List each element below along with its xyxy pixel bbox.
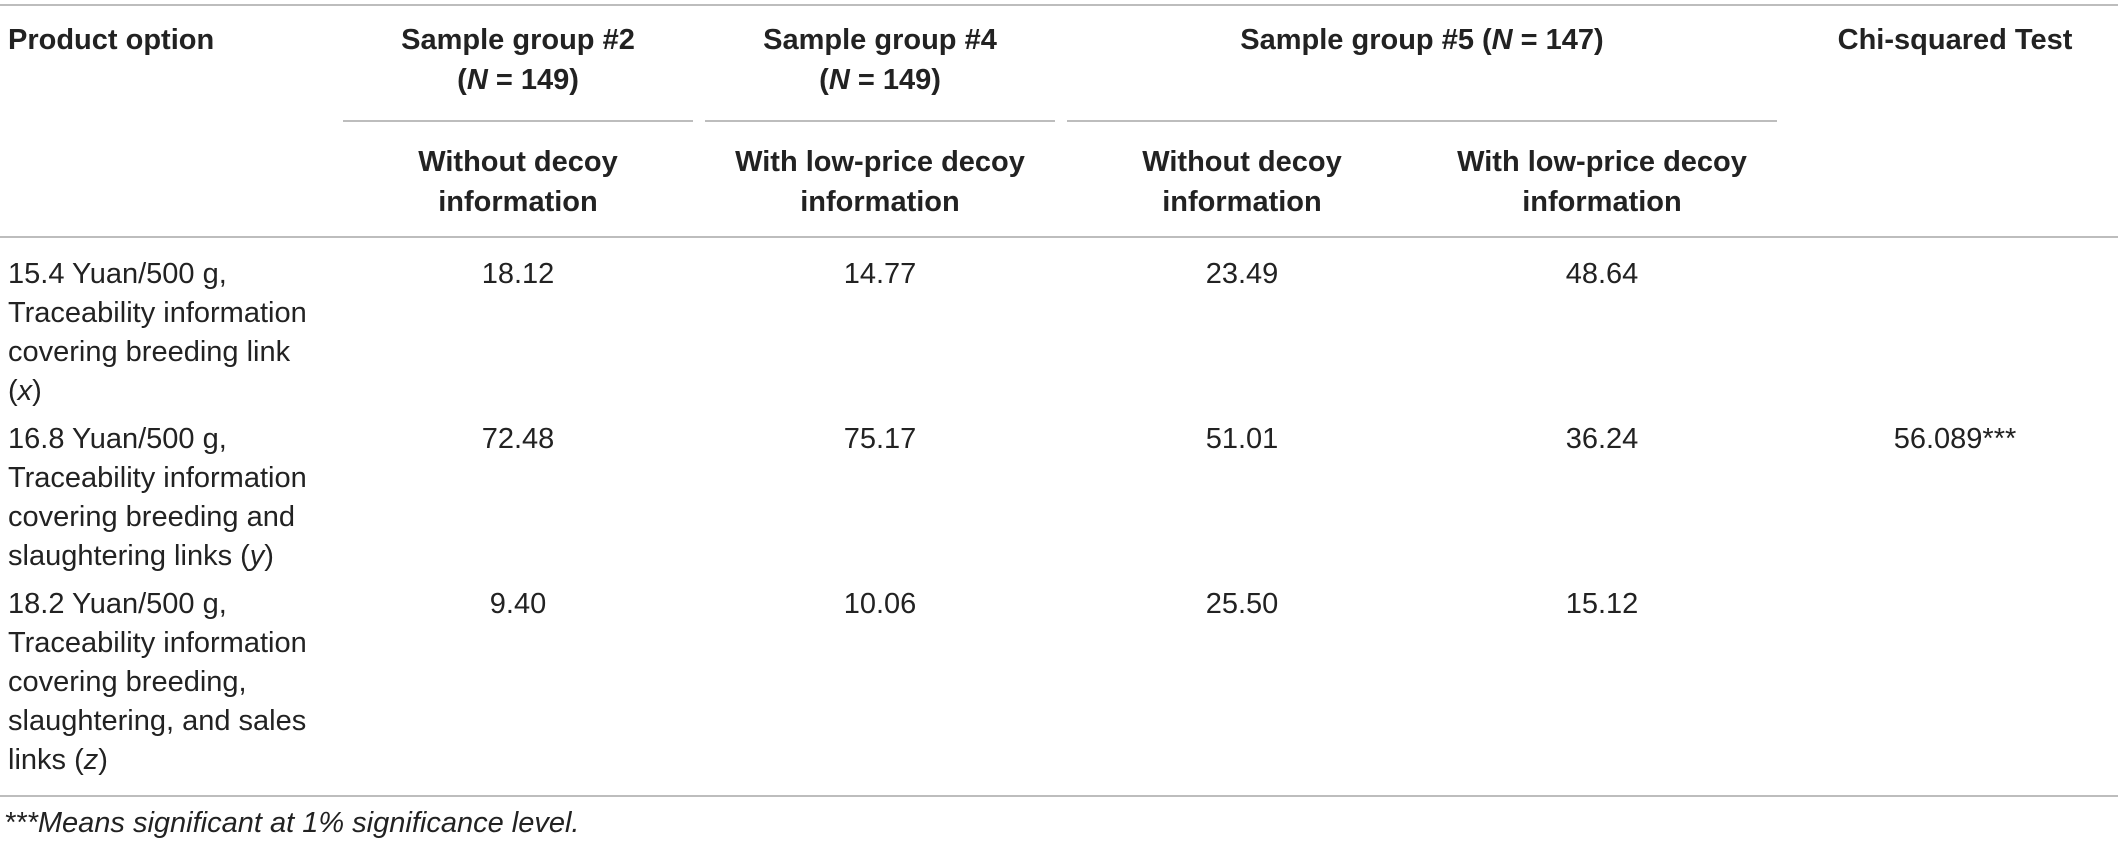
row-1-value-g4: 14.77	[843, 258, 917, 290]
row-1-value-g2: 18.12	[481, 258, 555, 290]
row-1-value-g5a: 23.49	[1205, 258, 1279, 290]
subheader-g5b: With low-price decoy information	[1457, 146, 1747, 218]
header-sample-group-4-n: (N = 149)	[819, 64, 941, 96]
group2-subrule	[343, 120, 693, 122]
header-sample-group-5: Sample group #5 (N = 147)	[1067, 20, 1777, 60]
table-footnote: ***Means significant at 1% significance …	[4, 807, 580, 839]
group4-subrule	[705, 120, 1055, 122]
header-sample-group-2-title: Sample group #2	[401, 24, 635, 56]
subheader-g2: Without decoy information	[418, 146, 618, 218]
header-sample-group-2-n: (N = 149)	[457, 64, 579, 96]
header-product-option: Product option	[8, 24, 215, 56]
row-2-chi-value: 56.089***	[1893, 423, 2017, 455]
table-top-rule	[0, 4, 2118, 6]
header-sample-group-2: Sample group #2 (N = 149)	[343, 20, 693, 100]
table-bottom-rule	[0, 795, 2118, 797]
header-sample-group-5-title: Sample group #5 (N = 147)	[1240, 24, 1604, 56]
header-sample-group-4-title: Sample group #4	[763, 24, 997, 56]
row-1-product: 15.4 Yuan/500 g, Traceability informatio…	[8, 258, 307, 407]
row-2-value-g5b: 36.24	[1565, 423, 1639, 455]
row-3-value-g5b: 15.12	[1565, 588, 1639, 620]
group5-subrule	[1067, 120, 1777, 122]
row-2-product: 16.8 Yuan/500 g, Traceability informatio…	[8, 423, 307, 572]
row-3-value-g2: 9.40	[489, 588, 547, 620]
row-2-value-g2: 72.48	[481, 423, 555, 455]
row-2-value-g4: 75.17	[843, 423, 917, 455]
row-3-value-g5a: 25.50	[1205, 588, 1279, 620]
row-3-product: 18.2 Yuan/500 g, Traceability informatio…	[8, 588, 307, 776]
header-bottom-rule	[0, 236, 2118, 238]
header-sample-group-4: Sample group #4 (N = 149)	[705, 20, 1055, 100]
subheader-g4: With low-price decoy information	[735, 146, 1025, 218]
row-1-value-g5b: 48.64	[1565, 258, 1639, 290]
subheader-g5a: Without decoy information	[1142, 146, 1342, 218]
header-chi-squared-test: Chi-squared Test	[1837, 24, 2073, 56]
row-2-value-g5a: 51.01	[1205, 423, 1279, 455]
row-3-value-g4: 10.06	[843, 588, 917, 620]
